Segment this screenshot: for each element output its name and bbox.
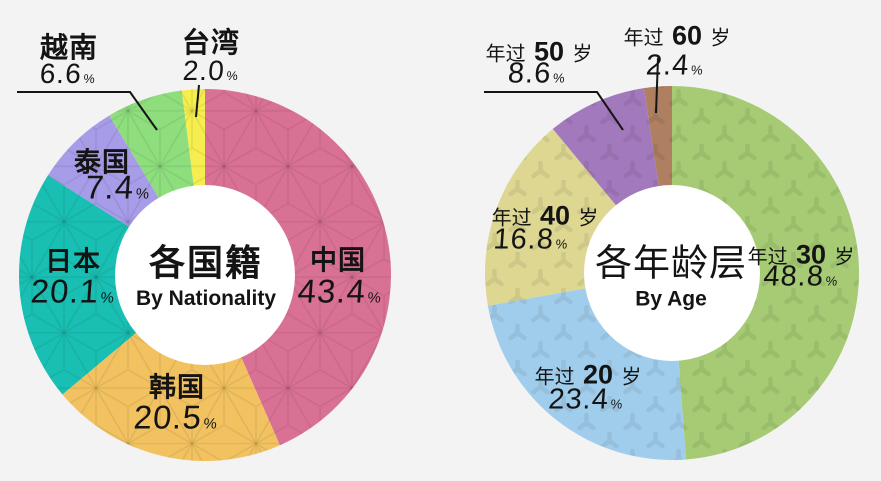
age-label-suffix-3: 岁	[566, 41, 593, 66]
age-slice-label-1: 年过 20 岁	[534, 359, 642, 390]
age-percent-value-1: 23.4	[547, 383, 611, 416]
nationality-slice-percent-2: 20.1%	[29, 272, 117, 310]
nationality-percent-value-1: 20.5	[132, 398, 204, 436]
nationality-donut	[17, 84, 391, 461]
age-slice-percent-2: 16.8%	[492, 223, 569, 256]
nationality-percent-sign-0: %	[366, 290, 383, 307]
age-percent-value-2: 16.8	[492, 223, 556, 256]
age-percent-sign-2: %	[555, 236, 569, 252]
age-label-suffix-0: 岁	[828, 244, 855, 269]
age-label-num-1: 20	[582, 359, 614, 390]
age-label-prefix-3: 年过	[485, 41, 532, 66]
nationality-percent-sign-2: %	[99, 290, 116, 307]
nationality-percent-value-5: 2.0	[181, 55, 226, 86]
age-slice-label-3: 年过 50 岁	[485, 36, 593, 67]
age-slice-label-4: 年过 60 岁	[623, 20, 731, 51]
age-title-en: By Age	[635, 287, 707, 311]
nationality-leader-4	[17, 91, 158, 131]
nationality-percent-sign-3: %	[135, 186, 151, 203]
age-percent-sign-0: %	[825, 273, 839, 289]
age-title-zh: 各年龄层	[595, 241, 747, 285]
age-leader-4	[655, 57, 659, 114]
nationality-percent-value-4: 6.6	[38, 58, 83, 89]
age-slice-percent-1: 23.4%	[547, 383, 624, 416]
age-slice-percent-3: 8.6%	[506, 57, 567, 90]
nationality-slice-label-3: 泰国	[74, 147, 130, 178]
age-slice-label-2: 年过 40 岁	[491, 200, 599, 231]
nationality-percent-value-3: 7.4	[84, 168, 136, 206]
nationality-slice-percent-5: 2.0%	[181, 55, 240, 86]
age-percent-value-4: 2.4	[644, 49, 691, 82]
age-leader-3	[484, 91, 624, 131]
nationality-percent-sign-1: %	[202, 416, 219, 433]
age-slice-percent-0: 48.8%	[762, 260, 839, 293]
nationality-slice-percent-4: 6.6%	[38, 58, 97, 89]
age-percent-sign-3: %	[552, 70, 567, 86]
age-percent-value-0: 48.8	[762, 260, 826, 293]
age-label-prefix-4: 年过	[623, 25, 670, 50]
nationality-slice-label-2: 日本	[45, 246, 101, 277]
age-chart-title: 各年龄层 By Age	[595, 245, 747, 310]
age-label-prefix-2: 年过	[491, 205, 538, 230]
nationality-percent-value-2: 20.1	[29, 272, 101, 310]
age-percent-value-3: 8.6	[506, 57, 553, 90]
nationality-slice-percent-3: 7.4%	[84, 168, 151, 206]
age-label-prefix-1: 年过	[534, 364, 581, 389]
nationality-slice-percent-0: 43.4%	[296, 272, 384, 310]
age-label-num-4: 60	[671, 20, 703, 51]
age-label-suffix-1: 岁	[615, 364, 642, 389]
nationality-chart-title: 各国籍 By Nationality	[135, 242, 277, 310]
age-label-num-2: 40	[539, 200, 571, 231]
nationality-slice-percent-1: 20.5%	[132, 398, 220, 436]
age-slice-percent-4: 2.4%	[644, 49, 705, 82]
nationality-title-zh: 各国籍	[148, 242, 263, 283]
age-label-num-3: 50	[533, 36, 565, 67]
nationality-percent-sign-5: %	[226, 69, 240, 83]
age-label-suffix-2: 岁	[572, 205, 599, 230]
age-label-prefix-0: 年过	[747, 244, 794, 269]
nationality-slice-label-4: 越南	[39, 32, 99, 63]
nationality-donut-hole	[115, 185, 295, 365]
nationality-percent-sign-4: %	[83, 72, 97, 86]
nationality-title-en: By Nationality	[135, 287, 277, 310]
nationality-percent-value-0: 43.4	[296, 272, 368, 310]
age-donut-hole	[584, 185, 760, 361]
age-label-num-0: 30	[795, 239, 827, 270]
nationality-slice-label-1: 韩国	[149, 372, 205, 403]
nationality-slice-label-0: 中国	[310, 245, 366, 276]
nationality-leader-5	[195, 84, 200, 118]
age-label-suffix-4: 岁	[704, 25, 731, 50]
age-donut	[484, 57, 860, 460]
age-slice-label-0: 年过 30 岁	[747, 239, 855, 270]
age-percent-sign-4: %	[690, 62, 705, 78]
age-percent-sign-1: %	[610, 396, 624, 412]
nationality-slice-label-5: 台湾	[181, 27, 241, 58]
